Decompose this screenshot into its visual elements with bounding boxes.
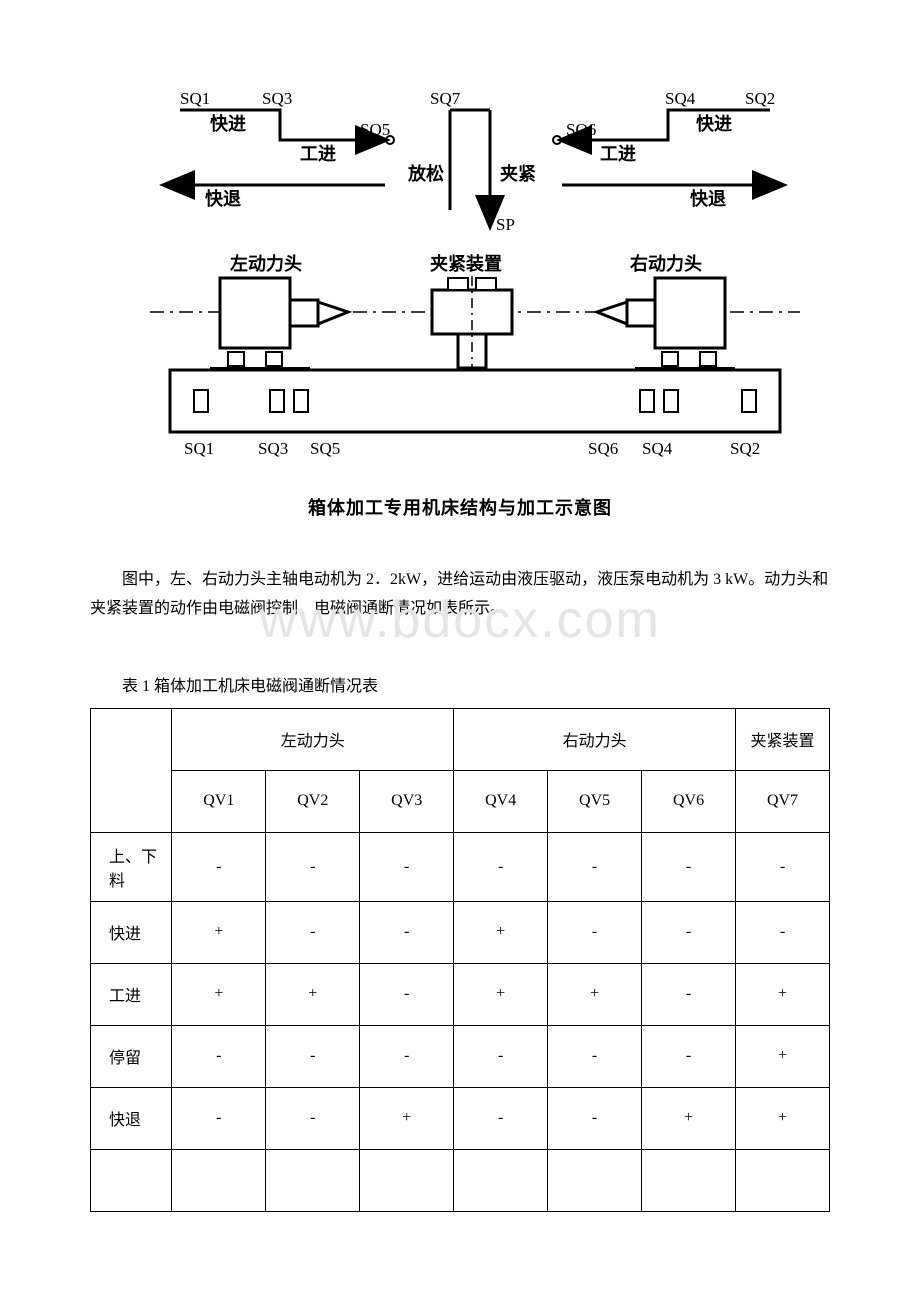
row-label: 停留 xyxy=(91,1025,172,1087)
cell: - xyxy=(360,901,454,963)
cell: - xyxy=(548,1087,642,1149)
row-label: 工进 xyxy=(91,963,172,1025)
cell: + xyxy=(454,963,548,1025)
cell: - xyxy=(642,963,736,1025)
col-header: QV5 xyxy=(548,770,642,832)
label-sq4-bot: SQ4 xyxy=(642,439,673,458)
cell: + xyxy=(735,963,829,1025)
label-sq3-top: SQ3 xyxy=(262,89,292,108)
table-row: 快退 - - + - - + + xyxy=(91,1087,830,1149)
col-header: QV1 xyxy=(172,770,266,832)
table-row: 左动力头 右动力头 夹紧装置 xyxy=(91,708,830,770)
label-sq5-top: SQ5 xyxy=(360,120,390,139)
cell xyxy=(548,1149,642,1211)
cell: - xyxy=(172,1025,266,1087)
cell xyxy=(642,1149,736,1211)
cell: - xyxy=(454,832,548,901)
cell: - xyxy=(360,832,454,901)
cell: - xyxy=(454,1025,548,1087)
col-header: QV4 xyxy=(454,770,548,832)
cell: - xyxy=(642,1025,736,1087)
cell: - xyxy=(642,901,736,963)
table-title: 表 1 箱体加工机床电磁阀通断情况表 xyxy=(90,672,830,696)
label-sq5-bot: SQ5 xyxy=(310,439,340,458)
label-fastback-l: 快退 xyxy=(205,188,241,209)
cell: - xyxy=(548,832,642,901)
cell: - xyxy=(548,901,642,963)
cell xyxy=(735,1149,829,1211)
label-workfwd-l: 工进 xyxy=(300,144,336,164)
cell: + xyxy=(172,901,266,963)
cell: - xyxy=(735,901,829,963)
label-fastfwd-r: 快进 xyxy=(696,113,732,134)
table-row: QV1 QV2 QV3 QV4 QV5 QV6 QV7 xyxy=(91,770,830,832)
cell: + xyxy=(735,1087,829,1149)
label-fastfwd-l: 快进 xyxy=(210,113,246,134)
col-header: QV2 xyxy=(266,770,360,832)
cell: - xyxy=(266,1087,360,1149)
cell: - xyxy=(360,1025,454,1087)
label-sq1-bot: SQ1 xyxy=(184,439,214,458)
table-row xyxy=(91,1149,830,1211)
corner-cell xyxy=(91,708,172,832)
cell xyxy=(172,1149,266,1211)
cell xyxy=(360,1149,454,1211)
cell: + xyxy=(172,963,266,1025)
label-clamp: 夹紧 xyxy=(500,163,536,184)
row-label-empty xyxy=(91,1149,172,1211)
cell: - xyxy=(172,1087,266,1149)
cell: + xyxy=(735,1025,829,1087)
row-label: 快进 xyxy=(91,901,172,963)
cell: - xyxy=(548,1025,642,1087)
label-sp: SP xyxy=(496,215,515,234)
cell: - xyxy=(266,832,360,901)
table-row: 快进 + - - + - - - xyxy=(91,901,830,963)
table-row: 工进 + + - + + - + xyxy=(91,963,830,1025)
label-sq2-top: SQ2 xyxy=(745,89,775,108)
cell: - xyxy=(172,832,266,901)
cell: + xyxy=(266,963,360,1025)
label-right-head: 右动力头 xyxy=(630,253,702,274)
row-label: 快退 xyxy=(91,1087,172,1149)
cell: + xyxy=(454,901,548,963)
label-workfwd-r: 工进 xyxy=(600,144,636,164)
label-sq6-bot: SQ6 xyxy=(588,439,618,458)
description-paragraph: 图中，左、右动力头主轴电动机为 2．2kW，进给运动由液压驱动，液压泵电动机为 … xyxy=(90,566,830,624)
label-sq7: SQ7 xyxy=(430,89,461,108)
cell: + xyxy=(642,1087,736,1149)
cell: - xyxy=(735,832,829,901)
cell xyxy=(266,1149,360,1211)
cell: - xyxy=(642,832,736,901)
label-clamp-dev: 夹紧装置 xyxy=(430,253,502,274)
machine-diagram: SQ1 SQ3 SQ5 快进 工进 快退 SQ7 放松 夹紧 SP SQ4 SQ… xyxy=(110,80,810,480)
cell: - xyxy=(266,901,360,963)
row-label: 上、下料 xyxy=(91,832,172,901)
label-sq4-top: SQ4 xyxy=(665,89,696,108)
group-right: 右动力头 xyxy=(454,708,736,770)
diagram-container: SQ1 SQ3 SQ5 快进 工进 快退 SQ7 放松 夹紧 SP SQ4 SQ… xyxy=(110,80,810,520)
cell: - xyxy=(454,1087,548,1149)
label-sq3-bot: SQ3 xyxy=(258,439,288,458)
label-sq6-top: SQ6 xyxy=(566,120,596,139)
col-header: QV6 xyxy=(642,770,736,832)
cell: - xyxy=(266,1025,360,1087)
table-row: 停留 - - - - - - + xyxy=(91,1025,830,1087)
label-sq1-top: SQ1 xyxy=(180,89,210,108)
diagram-caption: 箱体加工专用机床结构与加工示意图 xyxy=(110,494,810,520)
group-left: 左动力头 xyxy=(172,708,454,770)
label-sq2-bot: SQ2 xyxy=(730,439,760,458)
label-loosen: 放松 xyxy=(407,163,444,184)
label-fastback-r: 快退 xyxy=(690,188,726,209)
col-header: QV3 xyxy=(360,770,454,832)
cell xyxy=(454,1149,548,1211)
group-clamp: 夹紧装置 xyxy=(735,708,829,770)
table-row: 上、下料 - - - - - - - xyxy=(91,832,830,901)
cell: + xyxy=(548,963,642,1025)
cell: - xyxy=(360,963,454,1025)
label-left-head: 左动力头 xyxy=(230,253,302,274)
cell: + xyxy=(360,1087,454,1149)
solenoid-table: 左动力头 右动力头 夹紧装置 QV1 QV2 QV3 QV4 QV5 QV6 Q… xyxy=(90,708,830,1212)
col-header: QV7 xyxy=(735,770,829,832)
